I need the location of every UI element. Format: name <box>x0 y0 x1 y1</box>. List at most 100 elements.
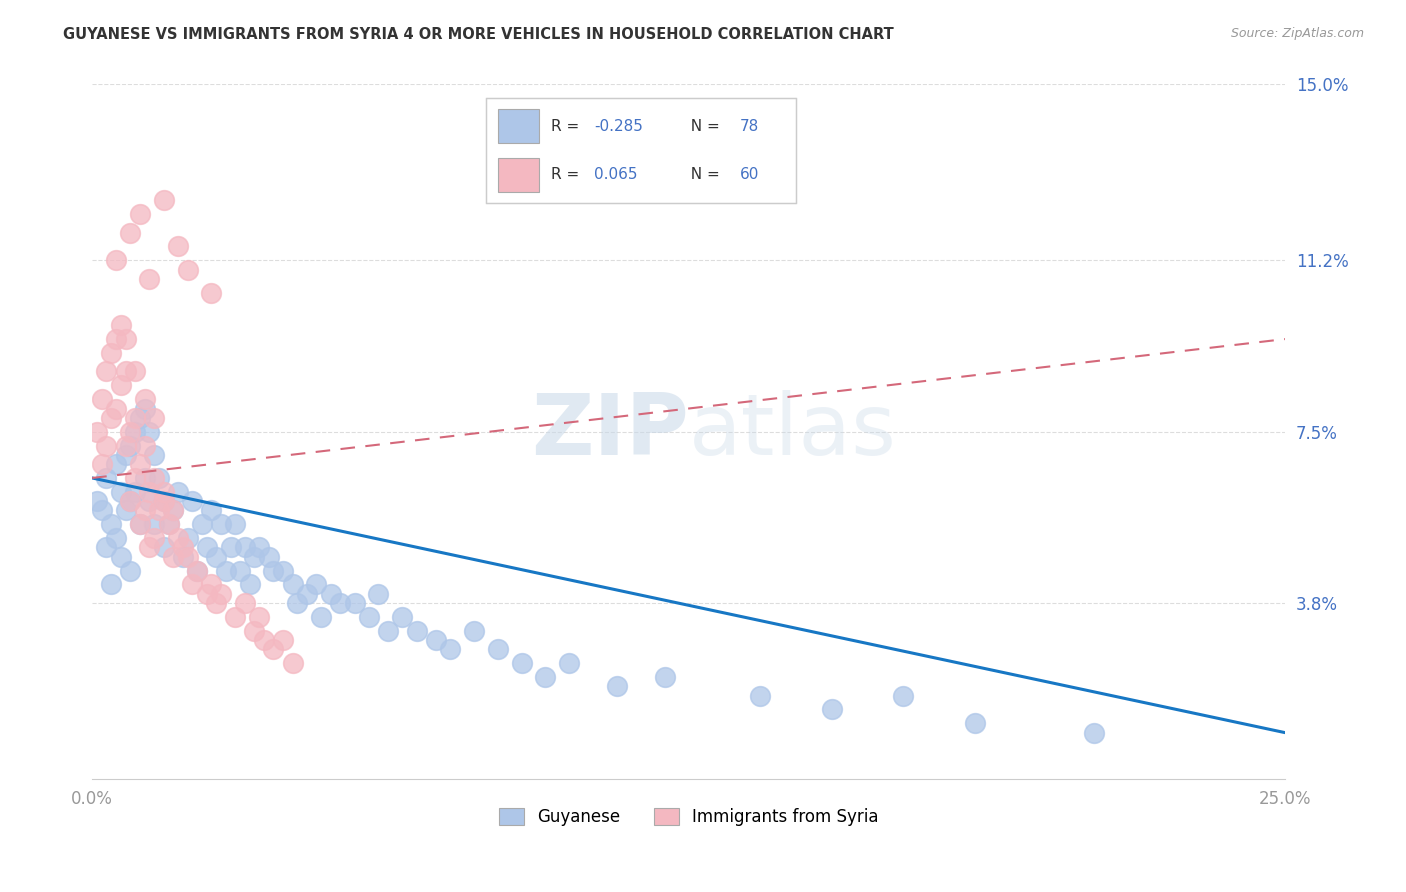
Text: GUYANESE VS IMMIGRANTS FROM SYRIA 4 OR MORE VEHICLES IN HOUSEHOLD CORRELATION CH: GUYANESE VS IMMIGRANTS FROM SYRIA 4 OR M… <box>63 27 894 42</box>
Point <box>281 577 304 591</box>
Point <box>128 410 150 425</box>
Point <box>138 272 160 286</box>
Point <box>120 439 142 453</box>
Point <box>128 457 150 471</box>
Point <box>124 484 146 499</box>
Point <box>200 577 222 591</box>
Point <box>100 517 122 532</box>
Point <box>148 471 170 485</box>
Point <box>90 503 112 517</box>
Point <box>186 564 208 578</box>
Point <box>120 564 142 578</box>
Point <box>343 596 366 610</box>
Point <box>191 517 214 532</box>
Point <box>134 392 156 407</box>
Point <box>100 410 122 425</box>
Point <box>157 517 180 532</box>
Point <box>224 610 246 624</box>
Point <box>110 318 132 333</box>
Point <box>96 439 118 453</box>
Point <box>176 549 198 564</box>
Point <box>96 471 118 485</box>
Point <box>167 484 190 499</box>
Point <box>134 503 156 517</box>
Point <box>96 364 118 378</box>
Point <box>486 642 509 657</box>
Point <box>162 503 184 517</box>
Point <box>143 471 166 485</box>
Point <box>124 425 146 439</box>
Point <box>257 549 280 564</box>
Point <box>357 610 380 624</box>
Point <box>167 239 190 253</box>
Point <box>263 642 285 657</box>
Point <box>821 702 844 716</box>
Point <box>247 541 270 555</box>
Point <box>90 457 112 471</box>
Point <box>963 716 986 731</box>
Point <box>134 439 156 453</box>
Point <box>215 564 238 578</box>
Point <box>148 503 170 517</box>
Point <box>181 494 204 508</box>
Point <box>405 624 427 638</box>
Point <box>319 587 342 601</box>
Point <box>143 517 166 532</box>
Point <box>124 471 146 485</box>
Point <box>329 596 352 610</box>
Point <box>439 642 461 657</box>
Point <box>205 549 228 564</box>
Point <box>124 410 146 425</box>
Point <box>138 484 160 499</box>
Point <box>305 577 328 591</box>
Point <box>110 549 132 564</box>
Point <box>105 332 128 346</box>
Point <box>391 610 413 624</box>
Point <box>134 401 156 416</box>
Point <box>200 503 222 517</box>
Point <box>157 517 180 532</box>
Point <box>253 633 276 648</box>
Point <box>285 596 308 610</box>
Point <box>654 670 676 684</box>
Text: Source: ZipAtlas.com: Source: ZipAtlas.com <box>1230 27 1364 40</box>
Point <box>120 494 142 508</box>
Point <box>510 656 533 670</box>
Point <box>186 564 208 578</box>
Point <box>162 503 184 517</box>
Point <box>143 410 166 425</box>
Point <box>224 517 246 532</box>
Point <box>105 253 128 268</box>
Point <box>271 564 294 578</box>
Point <box>247 610 270 624</box>
Point <box>138 494 160 508</box>
Point <box>90 392 112 407</box>
Point <box>167 531 190 545</box>
Point <box>110 378 132 392</box>
Point <box>86 494 108 508</box>
Point <box>134 471 156 485</box>
Point <box>281 656 304 670</box>
Text: ZIP: ZIP <box>531 390 689 473</box>
Point <box>152 193 174 207</box>
Point <box>219 541 242 555</box>
Point <box>425 633 447 648</box>
Point <box>128 517 150 532</box>
Point <box>229 564 252 578</box>
Point <box>195 587 218 601</box>
Point <box>96 541 118 555</box>
Point <box>176 262 198 277</box>
Point <box>263 564 285 578</box>
Point <box>209 587 232 601</box>
Point <box>128 207 150 221</box>
Point <box>558 656 581 670</box>
Point <box>152 494 174 508</box>
Point <box>114 503 136 517</box>
Point <box>100 346 122 360</box>
Point <box>209 517 232 532</box>
Point <box>243 624 266 638</box>
Point <box>749 689 772 703</box>
Point <box>105 457 128 471</box>
Point <box>152 494 174 508</box>
Point <box>377 624 399 638</box>
